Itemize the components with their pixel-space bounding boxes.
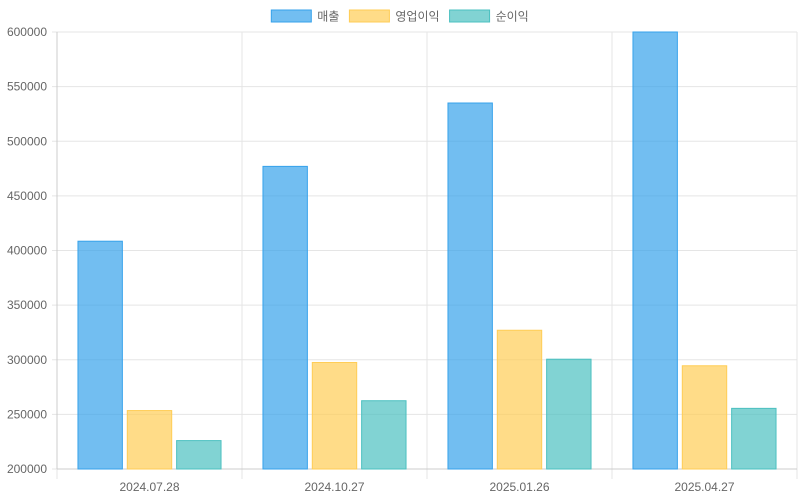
- bar-순이익-2025.04.27[interactable]: [731, 407, 777, 470]
- y-tick-label: 600000: [7, 25, 47, 39]
- y-tick-label: 450000: [7, 189, 47, 203]
- bar-순이익-2025.01.26[interactable]: [546, 358, 592, 470]
- y-tick-label: 550000: [7, 80, 47, 94]
- y-tick-label: 200000: [7, 462, 47, 476]
- bar-순이익-2024.10.27[interactable]: [361, 400, 407, 470]
- y-axis: 200000 250000 300000 350000 400000 450000 5000…: [7, 25, 58, 476]
- x-tick-label: 2024.07.28: [119, 480, 179, 494]
- bar-영업이익-2024.10.27[interactable]: [311, 361, 358, 470]
- bar-영업이익-2024.07.28[interactable]: [126, 410, 173, 470]
- bar-영업이익-2025.01.26[interactable]: [496, 329, 543, 470]
- legend-swatch: [348, 9, 390, 23]
- bar-영업이익-2025.04.27[interactable]: [681, 365, 728, 470]
- x-tick-label: 2025.01.26: [489, 480, 549, 494]
- legend-swatch: [270, 9, 312, 23]
- chart-bars: [77, 31, 777, 470]
- legend-label: 순이익: [496, 10, 529, 24]
- legend-label: 영업이익: [395, 10, 439, 24]
- y-tick-label: 350000: [7, 298, 47, 312]
- chart-legend: 매출 영업이익 순이익: [270, 9, 529, 24]
- y-tick-label: 500000: [7, 134, 47, 148]
- legend-item-순이익[interactable]: 순이익: [449, 9, 529, 24]
- x-tick-label: 2025.04.27: [674, 480, 734, 494]
- legend-swatch: [449, 9, 491, 23]
- bar-매출-2024.07.28[interactable]: [77, 240, 123, 470]
- y-tick-label: 400000: [7, 244, 47, 258]
- chart-grid: [56, 31, 798, 479]
- legend-item-매출[interactable]: 매출: [270, 9, 339, 24]
- y-tick-label: 300000: [7, 353, 47, 367]
- bar-순이익-2024.07.28[interactable]: [176, 440, 222, 470]
- bar-매출-2025.04.27[interactable]: [632, 31, 678, 470]
- bar-매출-2025.01.26[interactable]: [447, 102, 493, 470]
- bar-매출-2024.10.27[interactable]: [262, 165, 308, 470]
- x-tick-label: 2024.10.27: [304, 480, 364, 494]
- y-tick-label: 250000: [7, 407, 47, 421]
- legend-item-영업이익[interactable]: 영업이익: [348, 9, 440, 24]
- legend-label: 매출: [317, 10, 339, 24]
